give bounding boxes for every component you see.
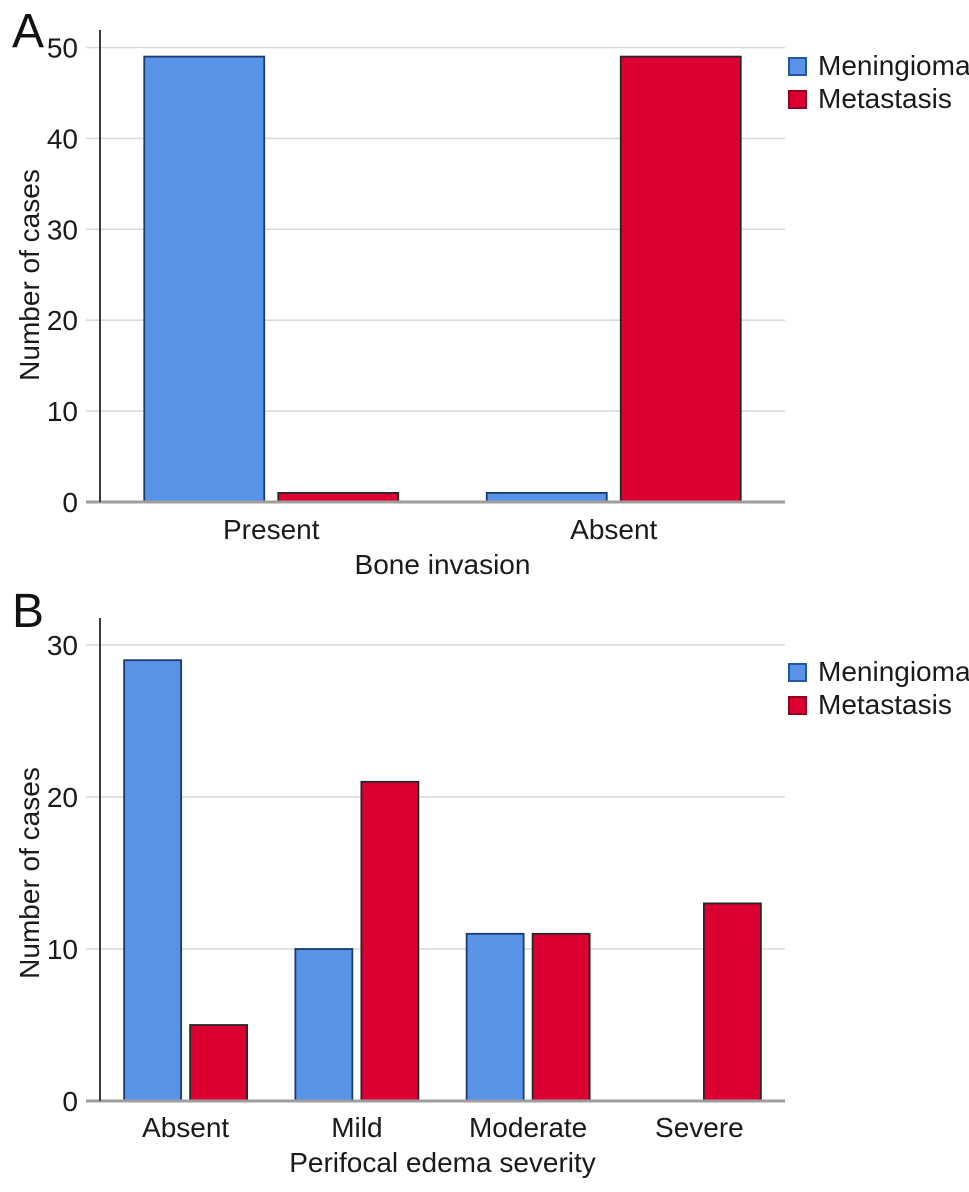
panel-a-chart: 0 10 20 30 40 50 Present Absent [47, 30, 785, 545]
panel-a-x-axis-title: Bone invasion [354, 549, 531, 580]
bar-meningioma-absent [123, 659, 183, 1102]
panel-a-y-axis-title: Number of cases [14, 169, 45, 381]
panel-b-letter: B [12, 585, 45, 638]
y-tick-label: 0 [62, 487, 78, 518]
y-tick-label: 20 [47, 782, 78, 813]
metastasis-swatch-icon [788, 695, 807, 715]
y-tick-label: 20 [47, 305, 78, 336]
bar-metastasis-moderate [531, 932, 591, 1102]
legend-label: Metastasis [818, 83, 952, 114]
meningioma-swatch-icon [788, 56, 807, 76]
y-tick-label: 30 [47, 630, 78, 661]
y-tick-label: 30 [47, 214, 78, 245]
y-tick-label: 0 [62, 1086, 78, 1117]
y-tick-label: 10 [47, 934, 78, 965]
bar-meningioma-moderate [465, 932, 525, 1102]
legend-label: Meningioma [818, 50, 969, 81]
category-label: Severe [655, 1112, 744, 1143]
category-label: Moderate [469, 1112, 587, 1143]
y-tick-label: 40 [47, 123, 78, 154]
category-label: Mild [331, 1112, 382, 1143]
panel-b-y-axis-title: Number of cases [14, 767, 45, 979]
bar-metastasis-mild [360, 780, 420, 1102]
bar-metastasis-absent [189, 1024, 249, 1102]
category-label: Absent [570, 514, 657, 545]
bar-metastasis-absent [619, 55, 742, 503]
panel-b-x-axis-title: Perifocal edema severity [289, 1147, 596, 1178]
category-label: Present [223, 514, 320, 545]
panel-a-letter: A [12, 5, 45, 58]
bar-meningioma-present [143, 55, 266, 503]
panel-a-legend-metastasis: Metastasis [788, 83, 952, 114]
y-tick-label: 10 [47, 396, 78, 427]
bar-metastasis-severe [702, 902, 762, 1102]
panel-b-chart: 0 10 20 30 Absent Mild Moderate Severe [47, 618, 785, 1143]
bar-meningioma-mild [294, 948, 354, 1102]
panel-b-legend-meningioma: Meningioma [788, 656, 969, 687]
meningioma-swatch-icon [788, 662, 807, 682]
legend-label: Metastasis [818, 689, 952, 720]
y-tick-label: 50 [47, 33, 78, 64]
panel-b-legend-metastasis: Metastasis [788, 689, 952, 720]
category-label: Absent [142, 1112, 229, 1143]
panel-a-legend-meningioma: Meningioma [788, 50, 969, 81]
legend-label: Meningioma [818, 656, 969, 687]
metastasis-swatch-icon [788, 89, 807, 109]
